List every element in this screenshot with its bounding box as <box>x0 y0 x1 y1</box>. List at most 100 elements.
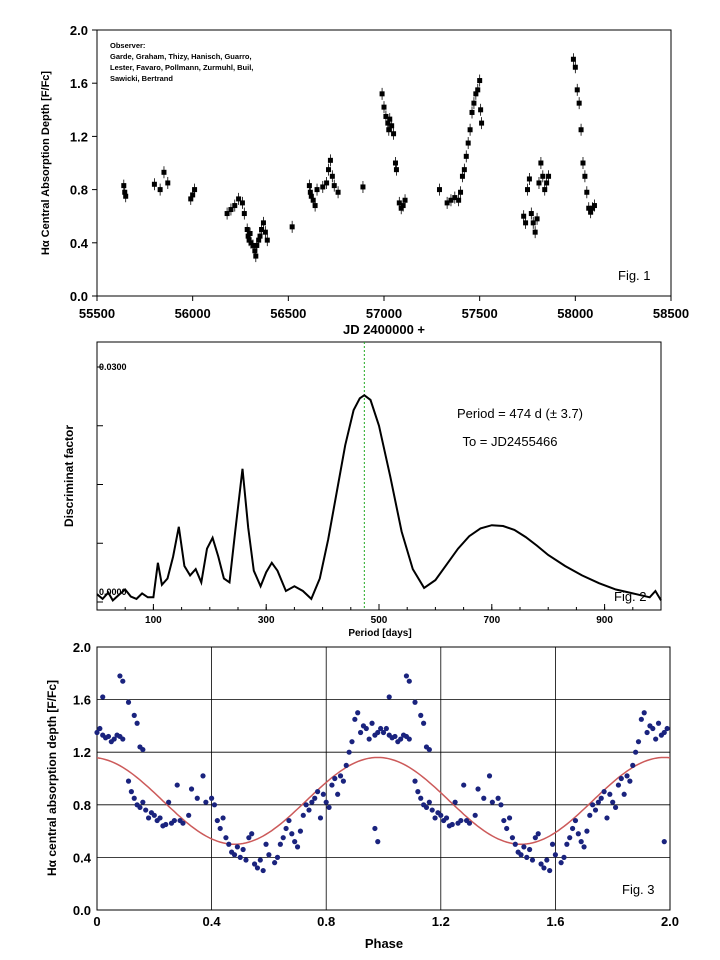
fig1-y-tick-label: 0.8 <box>70 183 88 198</box>
fig3-data-point <box>624 773 630 779</box>
fig1-data-point <box>387 116 393 122</box>
fig3-data-point <box>449 821 455 828</box>
fig3-data-point <box>257 857 263 863</box>
fig3-data-point <box>572 817 579 824</box>
fig1-data-point <box>546 173 552 179</box>
fig3-data-point <box>372 825 378 832</box>
fig3-data-point <box>357 729 364 736</box>
fig3-x-tick-label: 0.4 <box>203 914 222 929</box>
fig3-data-point <box>495 795 501 801</box>
fig1-data-point <box>262 229 268 235</box>
fig3-y-tick-label: 1.6 <box>73 693 91 708</box>
fig3-data-point <box>655 720 662 726</box>
fig1-data-point <box>264 237 270 243</box>
fig3-data-point <box>489 799 495 805</box>
fig3-data-point <box>274 854 281 861</box>
fig1-data-point <box>289 224 295 230</box>
fig1-data-point <box>584 189 590 195</box>
fig3-data-point <box>587 812 593 818</box>
fig3-data-point <box>263 841 269 847</box>
fig1-data-point <box>308 193 314 199</box>
fig3-data-point <box>254 865 261 871</box>
fig3-data-point <box>237 854 243 861</box>
fig3-data-point <box>272 860 278 866</box>
fig3-x-tick-label: 2.0 <box>661 914 679 929</box>
fig1-data-point <box>307 189 313 195</box>
fig1-data-point <box>471 100 477 106</box>
fig1-data-point <box>532 229 538 235</box>
fig3-data-point <box>418 712 424 718</box>
fig3-data-point <box>315 789 321 795</box>
fig3-x-tick-label: 0.8 <box>317 914 335 929</box>
fig1-data-point <box>228 207 234 213</box>
fig3-data-point <box>366 736 372 742</box>
fig1-data-point <box>538 160 544 166</box>
fig1-data-point <box>385 120 391 126</box>
fig3-y-ticks: 0.0 0.4 0.8 1.2 1.6 2.0 <box>73 640 92 918</box>
fig1-data-point <box>239 200 245 206</box>
fig3-data-point <box>188 786 195 792</box>
fig3-data-point <box>621 791 627 797</box>
fig3-data-point <box>125 699 132 705</box>
fig3-data-point <box>260 867 266 874</box>
fig3-data-point <box>415 789 421 795</box>
fig2-y-ticks <box>97 366 103 603</box>
fig1-data-point <box>465 140 471 146</box>
fig3-data-point <box>352 716 358 722</box>
fig1-data-point <box>236 196 242 202</box>
fig3-data-point <box>337 773 344 779</box>
fig1-x-tick-label: 58500 <box>653 306 689 321</box>
fig3-data-point <box>380 729 387 736</box>
fig3-data-point <box>638 716 644 722</box>
fig1-data-point <box>257 233 263 239</box>
fig3-data-point <box>163 821 169 828</box>
fig3-x-axis-label: Phase <box>365 936 403 951</box>
fig1-data-point <box>391 131 397 137</box>
fig1-data-point <box>536 180 542 186</box>
fig3-data-point <box>251 861 258 867</box>
fig1-data-point <box>570 56 576 62</box>
fig3-data-point <box>231 852 238 858</box>
fig1-x-tick-label: 55500 <box>79 306 115 321</box>
fig3-data-point <box>174 782 180 788</box>
fig3-data-point <box>100 694 106 700</box>
fig1-data-point <box>475 87 481 93</box>
fig3-data-point <box>641 710 647 716</box>
fig1-data-point <box>463 153 469 159</box>
fig1-data-point <box>260 220 266 226</box>
fig2-chart: 100 300 500 700 900 0.0300 0.0000 Period = 4… <box>62 341 662 639</box>
fig3-data-point <box>180 820 186 826</box>
fig3-data-point <box>561 854 567 861</box>
fig3-data-point <box>363 725 369 732</box>
fig1-data-point <box>326 167 332 173</box>
fig3-data-point <box>504 825 510 832</box>
fig3-data-point <box>549 841 556 847</box>
fig3-data-point <box>151 812 157 818</box>
fig1-data-point <box>396 200 402 206</box>
fig1-y-tick-label: 2.0 <box>70 23 88 38</box>
fig2-x-tick-label: 700 <box>483 615 500 626</box>
fig3-data-point <box>375 729 381 736</box>
fig3-data-point <box>403 673 410 679</box>
fig3-y-axis-label: Hα central absorption depth [F/Fc] <box>45 680 59 876</box>
fig3-data-point <box>194 795 200 801</box>
fig1-data-point <box>521 213 527 219</box>
fig3-data-point <box>340 778 346 784</box>
fig3-data-point <box>538 861 544 867</box>
fig1-data-point <box>335 189 341 195</box>
fig1-data-point <box>386 127 392 133</box>
fig1-data-point <box>245 233 251 239</box>
fig3-data-point <box>223 835 229 841</box>
fig3-data-point <box>378 725 384 732</box>
fig1-data-point <box>576 100 582 106</box>
fig3-y-tick-label: 0.8 <box>73 798 91 813</box>
fig3-data-point <box>475 786 481 792</box>
fig1-data-point <box>389 123 395 129</box>
fig3-y-tick-label: 0.0 <box>73 903 91 918</box>
fig3-data-point <box>306 807 312 813</box>
fig3-data-point <box>498 802 504 808</box>
fig3-data-point <box>386 694 392 700</box>
fig3-data-point <box>618 775 624 782</box>
fig3-data-point <box>283 825 289 832</box>
